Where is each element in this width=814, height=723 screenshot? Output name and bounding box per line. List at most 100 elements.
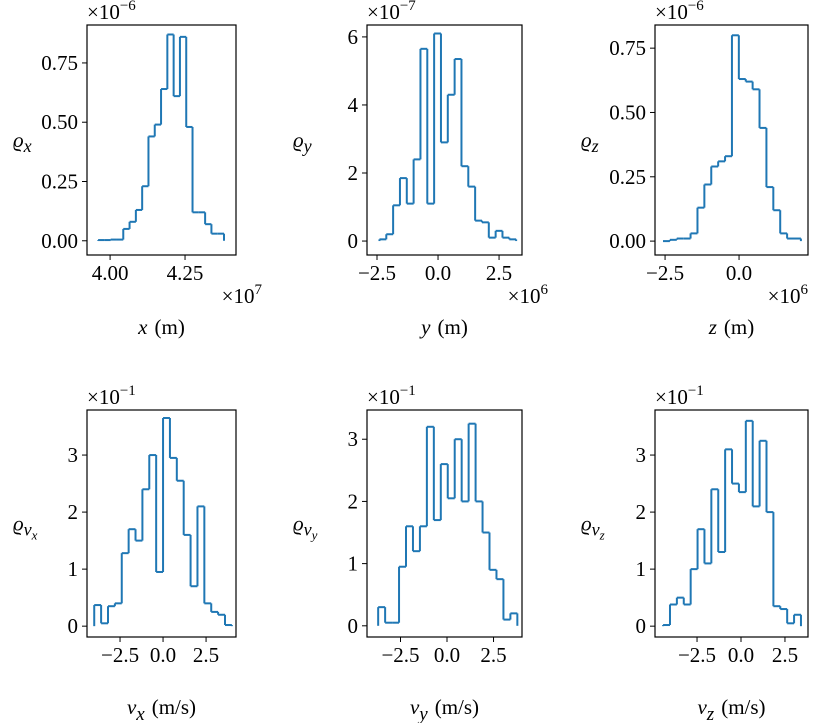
offset-exponent: −6 (120, 0, 136, 14)
x-label-unit: (m) (724, 315, 754, 339)
y-tick-label: 2 (348, 489, 359, 513)
y-tick-label: 2 (636, 500, 647, 524)
x-tick-label: 2.5 (772, 643, 798, 667)
y-tick-label: 3 (636, 443, 647, 467)
x-label-var: z (708, 315, 717, 339)
offset-base: ×10 (655, 0, 688, 24)
x-label-unit: (m/s) (721, 695, 765, 719)
y-label-sub: y (302, 136, 312, 156)
y-tick-label: 0.00 (609, 229, 646, 253)
y-label-sub: v (592, 520, 600, 540)
y-tick-label: 1 (348, 552, 359, 576)
axes-frame (86, 24, 237, 256)
y-label-subsub: z (599, 528, 605, 543)
x-label-var: v (697, 695, 707, 719)
x-label-unit: (m) (155, 315, 185, 339)
offset-exponent: −1 (688, 383, 704, 399)
x-tick-label: 2.5 (486, 261, 512, 285)
x-axis-label: vy (m/s) (410, 695, 479, 723)
y-tick-label: 0 (636, 614, 647, 638)
y-label-sub: v (24, 520, 32, 540)
y-tick-label: 0.75 (41, 51, 78, 75)
y-axis-label: ϱz (581, 128, 599, 156)
x-axis-label: x (m) (137, 315, 185, 339)
y-tick-label: 4 (348, 93, 359, 117)
y-offset: ×10−1 (655, 383, 704, 409)
y-axis-label: ϱx (13, 128, 32, 156)
subplot: 0 1 2 3 −2.5 0.0 2.5 (348, 409, 523, 667)
offset-base: ×10 (222, 284, 255, 308)
x-label-sub: z (706, 704, 715, 723)
x-label-unit: (m/s) (435, 695, 479, 719)
y-label-base: ϱ (13, 128, 24, 152)
plot-area (662, 419, 802, 627)
y-tick-label: 0 (348, 229, 359, 253)
plot-area (378, 32, 518, 242)
offset-base: ×10 (367, 0, 400, 24)
y-tick-label: 2 (68, 500, 79, 524)
plot-area (377, 422, 519, 626)
offset-base: ×10 (655, 385, 688, 409)
x-tick-label: 0.0 (150, 643, 176, 667)
axes-frame (86, 409, 237, 638)
y-offset: ×10−6 (655, 0, 704, 24)
y-tick-label: 3 (68, 443, 79, 467)
offset-exponent: 6 (541, 282, 549, 298)
x-tick-label: 4.00 (92, 261, 129, 285)
x-axis-label: vx (m/s) (127, 695, 196, 723)
y-axis-label: ϱvx (13, 512, 38, 543)
plot-area (97, 33, 226, 242)
x-label-var: y (419, 315, 431, 339)
y-axis-label: ϱvy (293, 512, 318, 543)
x-label-unit: (m/s) (152, 695, 196, 719)
x-offset: ×106 (768, 282, 809, 308)
y-label-base: ϱ (293, 128, 304, 152)
subplot: 0 2 4 6 −2.5 0.0 2.5 (348, 24, 523, 285)
x-axis-label: vz (m/s) (697, 695, 765, 723)
x-axis-label: z (m) (708, 315, 755, 339)
y-tick-label: 6 (348, 25, 359, 49)
y-tick-label: 0.25 (609, 165, 646, 189)
x-tick-label: 0.0 (425, 261, 451, 285)
x-label-var: v (127, 695, 137, 719)
y-offset: ×10−1 (87, 383, 136, 409)
x-tick-label: −2.5 (101, 643, 139, 667)
subplot: 0.00 0.25 0.50 0.75 4.00 4.25 (41, 24, 237, 285)
y-tick-label: 0.75 (609, 36, 646, 60)
y-label-sub: z (591, 136, 599, 156)
y-label-base: ϱ (13, 512, 24, 536)
y-tick-label: 0.25 (41, 169, 78, 193)
y-tick-label: 1 (636, 557, 647, 581)
subplot: 0.00 0.25 0.50 0.75 −2.5 0.0 (609, 24, 809, 285)
axes-frame (654, 24, 809, 256)
y-tick-label: 0 (68, 614, 79, 638)
y-axis-label: ϱvz (581, 512, 605, 543)
y-label-sub: x (23, 136, 32, 156)
y-label-subsub: y (310, 528, 318, 543)
y-label-base: ϱ (293, 512, 304, 536)
x-tick-label: 2.5 (193, 643, 219, 667)
offset-base: ×10 (768, 284, 801, 308)
y-offset: ×10−6 (87, 0, 136, 24)
offset-exponent: −1 (120, 383, 136, 399)
x-label-unit: (m) (438, 315, 468, 339)
subplot: 0 1 2 3 −2.5 0.0 2.5 (68, 409, 237, 667)
x-tick-label: 0.0 (434, 643, 460, 667)
offset-exponent: 7 (255, 282, 263, 298)
x-tick-label: 2.5 (480, 643, 506, 667)
x-tick-label: 0.0 (728, 643, 754, 667)
x-tick-label: −2.5 (381, 643, 419, 667)
offset-exponent: −6 (688, 0, 704, 14)
y-tick-label: 3 (348, 427, 359, 451)
plot-area (93, 416, 233, 627)
x-tick-label: 0.0 (726, 261, 752, 285)
x-label-var: x (137, 315, 148, 339)
y-axis-label: ϱy (293, 128, 312, 156)
x-offset: ×107 (222, 282, 263, 308)
y-tick-label: 1 (68, 557, 79, 581)
y-label-sub: v (304, 520, 312, 540)
offset-base: ×10 (508, 284, 541, 308)
y-tick-label: 0.50 (41, 110, 78, 134)
y-tick-label: 0 (348, 614, 359, 638)
